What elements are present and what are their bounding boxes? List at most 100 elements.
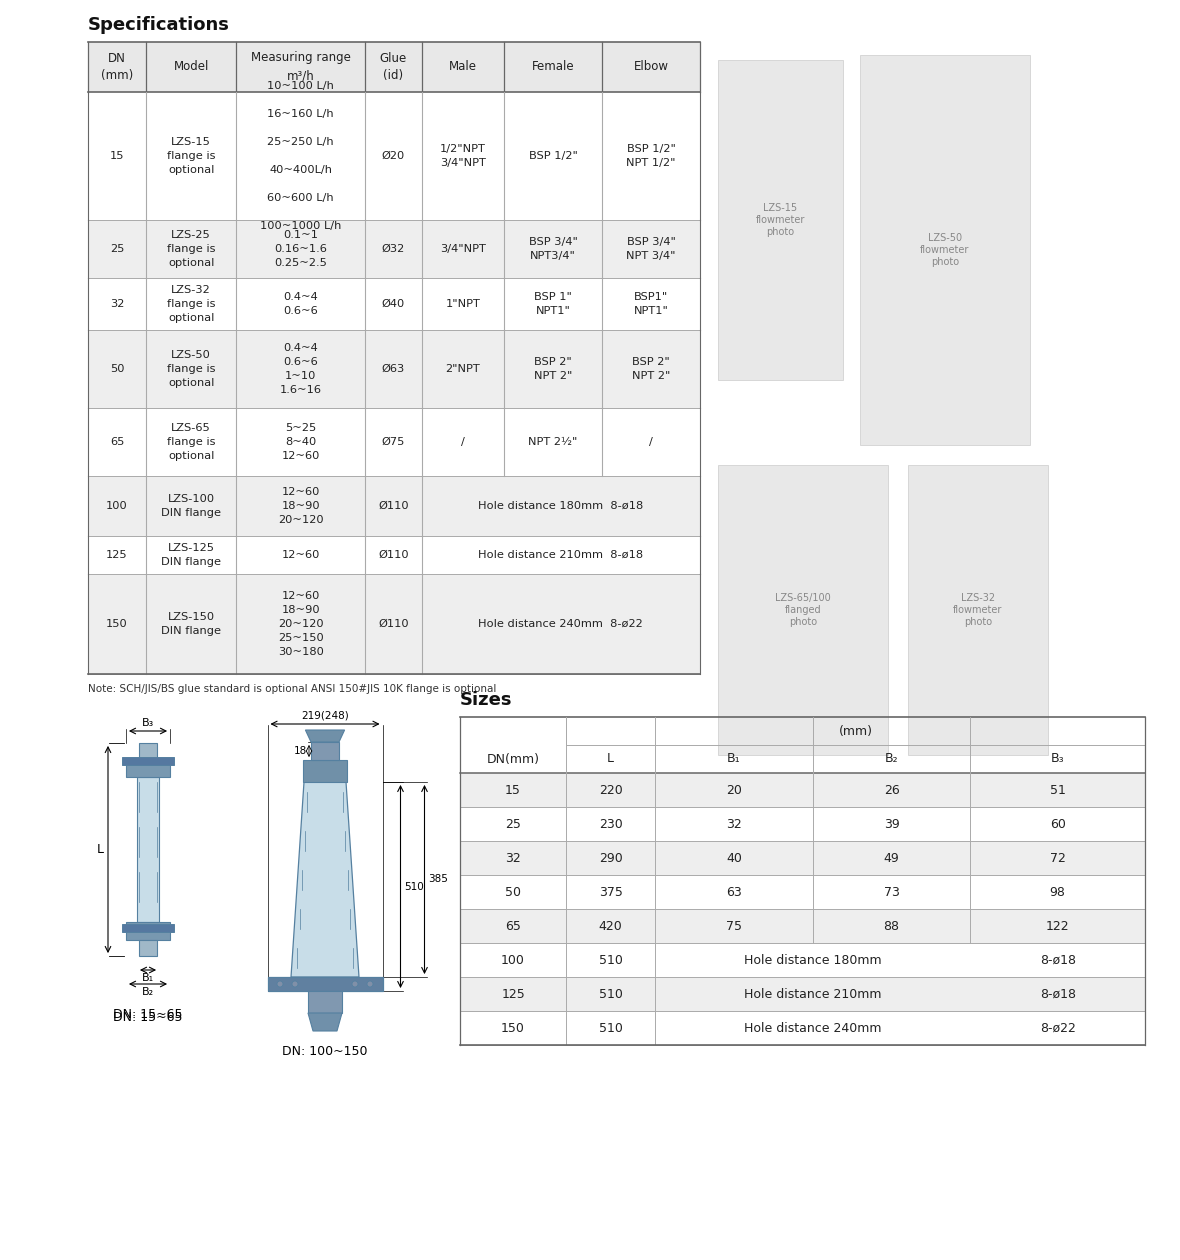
Text: DN: 15~65: DN: 15~65 (113, 1011, 183, 1024)
Text: DN: 100~150: DN: 100~150 (282, 1045, 368, 1058)
Text: /: / (461, 437, 465, 447)
Bar (460, 908, 1145, 942)
Text: 72: 72 (1050, 852, 1066, 864)
Bar (460, 772, 1145, 806)
Bar (137, 777, 159, 922)
Bar (308, 992, 342, 1013)
Text: B₁: B₁ (142, 973, 155, 983)
Text: 88: 88 (884, 920, 899, 932)
Text: 18: 18 (294, 746, 307, 756)
Text: B₂: B₂ (885, 752, 898, 766)
Text: DN: 15~65: DN: 15~65 (113, 1008, 183, 1021)
Text: 8-ø18: 8-ø18 (1040, 954, 1076, 966)
Text: 510: 510 (598, 954, 623, 966)
Text: Ø110: Ø110 (378, 619, 408, 629)
Text: NPT 2½": NPT 2½" (529, 437, 578, 447)
Text: BSP 3/4"
NPT 3/4": BSP 3/4" NPT 3/4" (627, 237, 676, 261)
Bar (460, 942, 1145, 976)
Bar (88, 536, 700, 575)
Text: 12~60: 12~60 (281, 551, 320, 559)
Text: 15: 15 (505, 784, 522, 796)
Text: L: L (608, 752, 615, 766)
Text: 15: 15 (110, 151, 124, 161)
Text: 65: 65 (505, 920, 522, 932)
Text: /: / (649, 437, 653, 447)
Text: LZS-50
flange is
optional: LZS-50 flange is optional (166, 350, 215, 388)
Text: BSP 1"
NPT1": BSP 1" NPT1" (535, 292, 572, 316)
Text: Specifications: Specifications (88, 16, 230, 34)
Text: Male: Male (448, 60, 477, 73)
Text: Hole distance 180mm: Hole distance 180mm (743, 954, 881, 966)
Text: 1"NPT: 1"NPT (446, 299, 480, 309)
Circle shape (277, 982, 283, 987)
Text: LZS-125
DIN flange: LZS-125 DIN flange (162, 543, 221, 567)
Text: Ø75: Ø75 (381, 437, 405, 447)
Text: 0.4~4
0.6~6
1~10
1.6~16: 0.4~4 0.6~6 1~10 1.6~16 (280, 343, 322, 394)
Text: 32: 32 (110, 299, 124, 309)
Text: 220: 220 (598, 784, 623, 796)
Text: 150: 150 (106, 619, 127, 629)
Text: 26: 26 (884, 784, 899, 796)
Text: 8-ø18: 8-ø18 (1040, 988, 1076, 1000)
Bar (88, 575, 700, 674)
Text: 385: 385 (428, 874, 448, 885)
Text: B₂: B₂ (142, 987, 155, 997)
FancyBboxPatch shape (126, 922, 170, 940)
Bar (717, 60, 843, 381)
Text: 49: 49 (884, 852, 899, 864)
Bar (860, 55, 1030, 445)
Text: 125: 125 (106, 551, 127, 559)
Text: 50: 50 (110, 364, 124, 374)
Text: LZS-15
flange is
optional: LZS-15 flange is optional (166, 137, 215, 175)
Text: 32: 32 (726, 818, 742, 830)
Text: 150: 150 (502, 1022, 525, 1034)
Text: Female: Female (532, 60, 575, 73)
Polygon shape (291, 782, 359, 976)
Text: LZS-150
DIN flange: LZS-150 DIN flange (162, 612, 221, 636)
Text: Hole distance 240mm: Hole distance 240mm (745, 1022, 881, 1034)
Bar (312, 742, 339, 760)
Text: BSP 3/4"
NPT3/4": BSP 3/4" NPT3/4" (529, 237, 577, 261)
Text: Model: Model (173, 60, 209, 73)
Bar (460, 840, 1145, 874)
Polygon shape (306, 730, 345, 742)
Text: LZS-65/100
flanged
photo: LZS-65/100 flanged photo (775, 593, 831, 626)
Text: Elbow: Elbow (634, 60, 669, 73)
Text: LZS-15
flowmeter
photo: LZS-15 flowmeter photo (756, 203, 805, 237)
Bar (268, 976, 382, 992)
Circle shape (291, 982, 299, 987)
Text: Hole distance 210mm  8-ø18: Hole distance 210mm 8-ø18 (478, 551, 643, 559)
Bar (88, 476, 700, 536)
Text: 122: 122 (1045, 920, 1069, 932)
Bar (88, 92, 700, 220)
Text: BSP 1/2": BSP 1/2" (529, 151, 577, 161)
Text: 10~100 L/h

16~160 L/h

25~250 L/h

40~400L/h

60~600 L/h

100~1000 L/h: 10~100 L/h 16~160 L/h 25~250 L/h 40~400L… (260, 81, 341, 231)
Text: B₃: B₃ (142, 718, 155, 728)
Text: 125: 125 (502, 988, 525, 1000)
Text: LZS-50
flowmeter
photo: LZS-50 flowmeter photo (920, 233, 970, 267)
Text: BSP 2"
NPT 2": BSP 2" NPT 2" (533, 357, 572, 381)
Text: 73: 73 (884, 886, 899, 898)
Text: 60: 60 (1050, 818, 1066, 830)
Text: 75: 75 (726, 920, 742, 932)
Text: 3/4"NPT: 3/4"NPT (440, 244, 486, 255)
Text: 65: 65 (110, 437, 124, 447)
FancyBboxPatch shape (126, 759, 170, 777)
Text: 25: 25 (505, 818, 522, 830)
Text: 290: 290 (598, 852, 623, 864)
Text: Ø110: Ø110 (378, 501, 408, 512)
Text: LZS-65
flange is
optional: LZS-65 flange is optional (166, 423, 215, 461)
Text: 50: 50 (505, 886, 522, 898)
Text: 5~25
8~40
12~60: 5~25 8~40 12~60 (281, 423, 320, 461)
Circle shape (352, 982, 358, 987)
Bar (88, 278, 700, 330)
Text: 12~60
18~90
20~120: 12~60 18~90 20~120 (277, 488, 323, 525)
Text: 63: 63 (726, 886, 742, 898)
Text: BSP1"
NPT1": BSP1" NPT1" (634, 292, 669, 316)
Text: Ø63: Ø63 (382, 364, 405, 374)
Text: 32: 32 (505, 852, 520, 864)
Text: Sizes: Sizes (460, 690, 512, 709)
Text: 25: 25 (110, 244, 124, 255)
Text: LZS-25
flange is
optional: LZS-25 flange is optional (166, 231, 215, 268)
Text: 100: 100 (106, 501, 127, 512)
